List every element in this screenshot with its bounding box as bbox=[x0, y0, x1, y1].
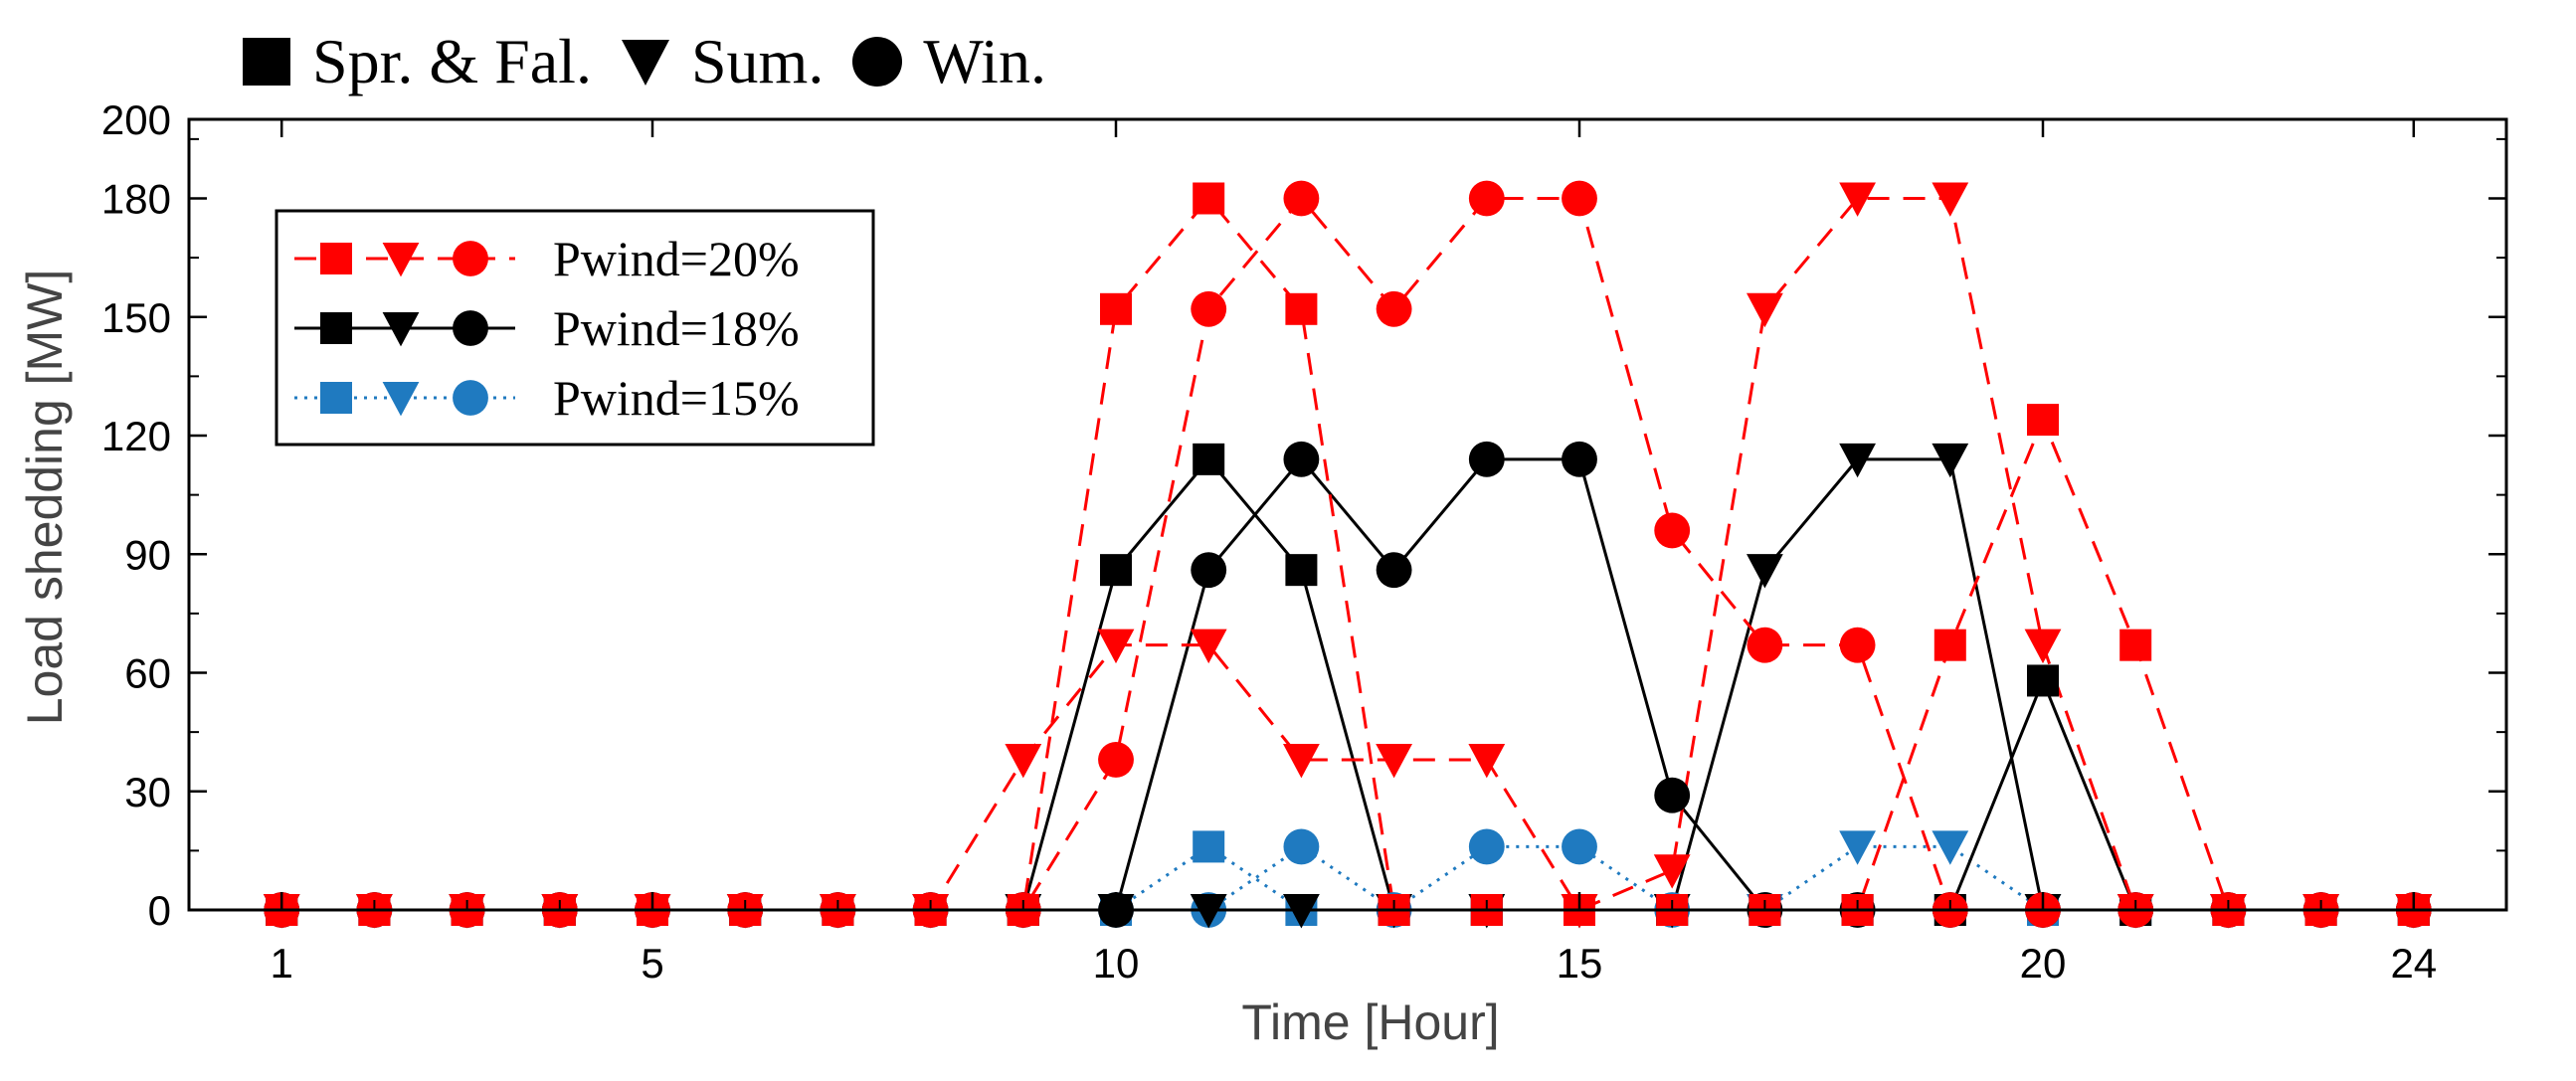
legend-marker bbox=[320, 243, 352, 274]
circle-marker-icon bbox=[852, 37, 903, 87]
y-tick-label: 30 bbox=[124, 769, 171, 815]
plot-frame bbox=[187, 117, 2508, 912]
triangle-down-marker-icon bbox=[621, 40, 669, 86]
data-point-p20-circle bbox=[1191, 290, 1227, 327]
legend-marker bbox=[320, 312, 352, 344]
season-label-summer: Sum. bbox=[690, 26, 825, 96]
data-point-p20-square bbox=[2119, 629, 2152, 661]
data-point-p20-triangle-down bbox=[1376, 743, 1412, 779]
series-line-p18-circle bbox=[281, 456, 2414, 912]
season-label-winter: Win. bbox=[923, 26, 1046, 96]
y-tick-label: 0 bbox=[148, 887, 171, 934]
legend-marker bbox=[382, 382, 420, 417]
data-point-p20-triangle-down bbox=[1653, 854, 1691, 889]
series-line-p18-square bbox=[281, 456, 2414, 912]
y-tick-label: 120 bbox=[101, 413, 171, 459]
data-point-p18-circle bbox=[1562, 441, 1597, 477]
series-line-p18-triangle-down bbox=[281, 457, 2414, 912]
data-point-p20-circle bbox=[1747, 627, 1783, 663]
data-point-p20-triangle-down bbox=[1190, 629, 1227, 664]
data-point-p18-triangle-down bbox=[1747, 554, 1783, 589]
data-point-p20-triangle-down bbox=[2024, 629, 2062, 664]
data-point-p20-triangle-down bbox=[1005, 743, 1042, 779]
series-legend: Pwind=20% Pwind=18% Pwind=15% bbox=[275, 209, 875, 447]
x-tick-label: 10 bbox=[1093, 940, 1140, 987]
y-tick-label: 60 bbox=[124, 650, 171, 697]
data-point-p18-square bbox=[1193, 443, 1225, 475]
y-axis-label: Load shedding [MW] bbox=[17, 270, 73, 726]
x-axis-label: Time [Hour] bbox=[1241, 994, 1499, 1050]
data-point-p18-circle bbox=[1376, 552, 1412, 589]
x-tick-label: 24 bbox=[2390, 940, 2437, 987]
x-tick-label: 15 bbox=[1557, 940, 1603, 987]
data-point-p15-circle bbox=[1468, 828, 1505, 865]
series-line-p15-circle bbox=[281, 844, 2414, 912]
season-label-spring-fall: Spr. & Fal. bbox=[312, 26, 592, 96]
legend-marker bbox=[382, 243, 420, 277]
data-point-p20-triangle-down bbox=[1468, 743, 1506, 779]
data-point-p20-triangle-down bbox=[1097, 629, 1135, 664]
data-point-p20-circle bbox=[1562, 180, 1597, 217]
data-point-p18-triangle-down bbox=[1932, 443, 1969, 478]
legend-label: Pwind=15% bbox=[553, 370, 800, 426]
legend-marker bbox=[453, 310, 488, 346]
data-point-p20-square bbox=[1933, 629, 1966, 661]
legend-marker bbox=[320, 382, 352, 414]
legend-marker bbox=[382, 312, 420, 347]
data-point-p15-circle bbox=[1562, 828, 1597, 865]
legend-label: Pwind=18% bbox=[553, 300, 800, 356]
data-point-p20-circle bbox=[1098, 742, 1134, 778]
data-point-p20-triangle-down bbox=[1747, 292, 1783, 328]
data-point-p15-triangle-down bbox=[1932, 830, 1969, 865]
data-point-p18-circle bbox=[1283, 441, 1320, 477]
legend-label: Pwind=20% bbox=[553, 231, 800, 286]
data-point-p20-circle bbox=[1839, 627, 1876, 663]
data-point-p20-triangle-down bbox=[1839, 182, 1876, 217]
data-point-p20-triangle-down bbox=[1932, 182, 1969, 217]
data-point-p18-circle bbox=[1654, 777, 1691, 813]
data-point-p20-circle bbox=[1376, 290, 1412, 327]
season-legend-summer: Sum. bbox=[618, 25, 824, 98]
square-marker-icon bbox=[243, 38, 290, 86]
data-point-p20-square bbox=[2027, 404, 2059, 437]
data-point-p18-triangle-down bbox=[1839, 443, 1876, 478]
season-legend: Spr. & Fal. Sum. Win. bbox=[239, 22, 1072, 101]
season-legend-winter: Win. bbox=[849, 25, 1046, 98]
data-point-p18-square bbox=[1100, 554, 1132, 587]
data-point-p20-triangle-down bbox=[1283, 743, 1320, 779]
data-point-p15-circle bbox=[1283, 828, 1320, 865]
data-point-p20-square bbox=[1193, 182, 1225, 215]
data-point-p20-square bbox=[1285, 292, 1318, 325]
data-point-p20-square bbox=[1100, 292, 1132, 325]
x-tick-label: 20 bbox=[2020, 940, 2067, 987]
data-point-p20-circle bbox=[1283, 180, 1320, 217]
x-tick-label: 1 bbox=[271, 940, 293, 987]
season-legend-spring-fall: Spr. & Fal. bbox=[239, 25, 592, 98]
data-point-p18-circle bbox=[1191, 552, 1227, 589]
legend-marker bbox=[453, 380, 488, 416]
y-tick-label: 90 bbox=[124, 531, 171, 578]
x-tick-label: 5 bbox=[641, 940, 663, 987]
data-point-p18-square bbox=[2027, 664, 2059, 697]
data-point-p18-square bbox=[1285, 554, 1318, 587]
data-point-p20-circle bbox=[1654, 512, 1691, 549]
data-point-p18-circle bbox=[1468, 441, 1505, 477]
data-point-p15-triangle-down bbox=[1839, 830, 1876, 865]
legend-marker bbox=[453, 241, 488, 276]
y-tick-label: 150 bbox=[101, 294, 171, 341]
y-tick-label: 200 bbox=[101, 96, 171, 143]
data-point-p20-circle bbox=[1468, 180, 1505, 217]
y-tick-label: 180 bbox=[101, 176, 171, 223]
series-line-p20-square bbox=[281, 196, 2414, 912]
data-point-p15-square bbox=[1193, 830, 1225, 863]
